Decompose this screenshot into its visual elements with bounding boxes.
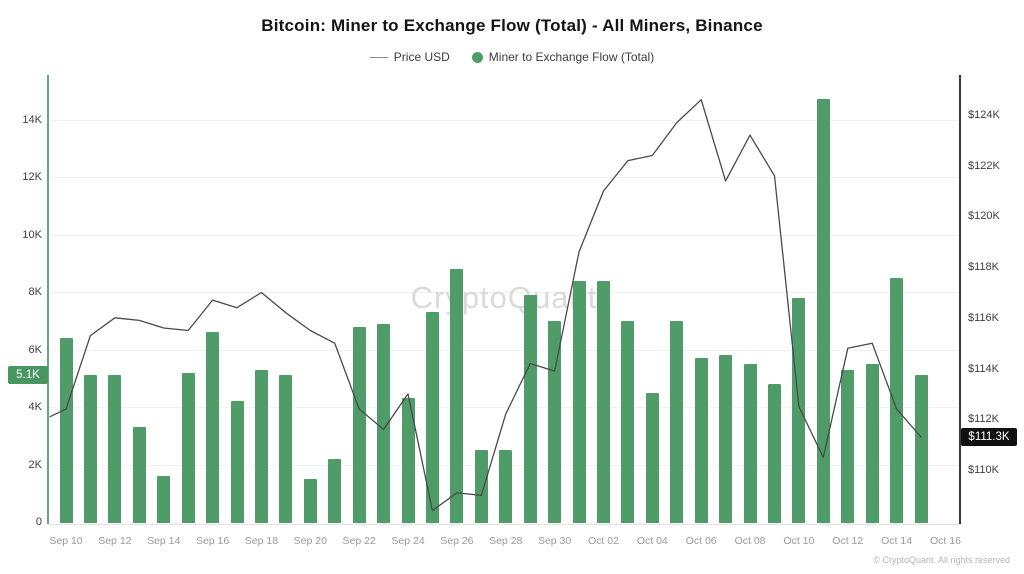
flow-bar [157,476,171,523]
x-axis-tick-label: Sep 10 [49,535,83,547]
right-axis-line [959,75,961,524]
x-axis-tick-label: Sep 16 [195,535,230,547]
flow-bar [743,363,757,523]
flow-bar [181,372,195,523]
x-axis-tick-label: Oct 08 [734,535,766,547]
x-axis-tick-label: Oct 16 [930,535,961,547]
flow-bar [83,375,97,523]
flow-bar [108,375,122,523]
price-line-marker-icon [369,56,388,58]
left-axis-tick-label: 8K [28,286,42,298]
x-axis-tick-label: Oct 14 [881,535,913,547]
flow-bar [230,401,244,523]
flow-bar [450,269,464,523]
flow-bar [328,458,342,523]
x-axis-tick-label: Sep 26 [440,535,474,547]
flow-bar [279,375,293,523]
flow-bar [425,312,439,523]
x-axis-tick-label: Sep 22 [342,535,376,547]
flow-bar [59,338,73,523]
legend-price-label: Price USD [393,50,450,64]
x-axis-tick-label: Sep 14 [147,535,181,547]
x-axis-tick-label: Oct 06 [685,535,717,547]
left-axis-line [47,75,49,524]
flow-bar [767,384,781,523]
flow-bar [841,369,855,523]
flow-bar [792,297,806,523]
flow-bar [914,375,928,523]
x-axis-tick-label: Oct 10 [783,535,815,547]
price-current-value-badge: $111.3K [961,428,1017,447]
flow-bar [132,427,146,523]
x-axis-tick-label: Sep 28 [489,535,523,547]
legend-flow-label: Miner to Exchange Flow (Total) [488,50,655,64]
x-axis-tick-label: Sep 20 [293,535,327,547]
flow-dot-marker-icon [471,51,483,63]
right-axis-tick-label: $116K [968,311,999,324]
flow-bar [890,277,904,523]
right-axis-tick-label: $112K [968,413,999,426]
x-axis-tick-label: Sep 12 [98,535,132,547]
left-axis-tick-label: 2K [28,458,42,471]
legend-item-price: Price USD [369,50,450,64]
right-axis-tick-label: $118K [968,261,999,274]
flow-current-value-badge: 5.1K [8,366,48,385]
x-axis-tick-label: Oct 12 [832,535,864,547]
flow-bar [303,478,317,523]
right-axis-tick-label: $114K [968,362,999,375]
x-axis-tick-label: Sep 18 [244,535,279,547]
x-axis-tick-label: Oct 02 [587,535,619,547]
right-axis-tick-label: $110K [968,464,999,476]
x-axis-line [48,524,960,525]
legend-item-flow: Miner to Exchange Flow (Total) [471,50,655,64]
left-axis-tick-label: 4K [28,401,42,413]
flow-bar [719,355,733,523]
copyright-text: © CryptoQuant. All rights reserved [873,555,1010,565]
flow-bar [206,332,220,523]
legend: Price USD Miner to Exchange Flow (Total) [0,50,1024,64]
left-axis-tick-label: 6K [28,343,42,356]
right-axis-tick-label: $124K [968,108,1000,121]
flow-bar [499,450,513,523]
x-axis-tick-label: Sep 24 [391,535,425,547]
right-axis-tick-label: $122K [968,159,1000,172]
flow-bar [865,363,879,523]
chart-title: Bitcoin: Miner to Exchange Flow (Total) … [261,16,763,35]
flow-bar [816,99,830,523]
right-axis-tick-label: $120K [968,210,1000,223]
flow-bar [621,320,635,523]
flow-bar [548,320,562,523]
flow-bar [377,323,391,523]
flow-bar [523,294,537,523]
flow-bar [474,450,488,523]
left-axis-tick-label: 12K [22,171,42,183]
flow-bar [352,326,366,523]
left-axis-tick-label: 10K [22,228,42,241]
flow-bar [694,358,708,523]
flow-bar [401,398,415,523]
flow-bar [596,280,610,523]
left-axis-tick-label: 14K [22,113,42,126]
x-axis-tick-label: Oct 04 [636,535,668,547]
x-axis-tick-label: Sep 30 [537,535,572,547]
flow-bar [572,280,586,523]
flow-bar [645,392,659,523]
flow-bar [670,320,684,523]
left-axis-tick-label: 0 [35,516,42,528]
flow-bar [254,369,268,523]
